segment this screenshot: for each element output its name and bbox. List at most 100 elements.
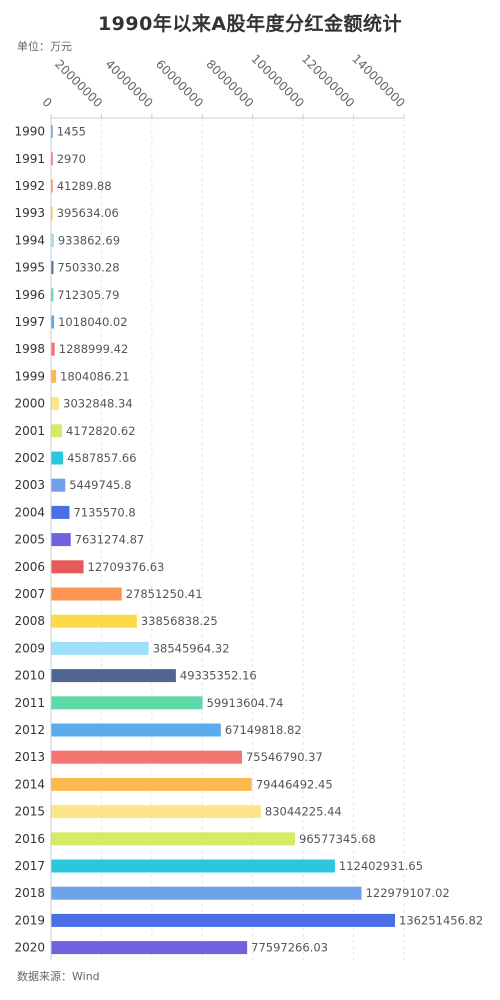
bar [51, 859, 335, 873]
bar [51, 641, 149, 655]
category-label: 2017 [14, 859, 45, 873]
data-label: 4172820.62 [66, 424, 136, 438]
x-tick-label: 0 [39, 95, 54, 110]
bar [51, 424, 63, 438]
bar [51, 886, 362, 900]
category-label: 1996 [14, 288, 45, 302]
chart-title: 1990年以来A股年度分红金额统计 [97, 13, 403, 35]
category-label: 2006 [14, 560, 45, 574]
bar [51, 505, 70, 519]
data-label: 33856838.25 [141, 614, 218, 628]
data-label: 77597266.03 [251, 941, 328, 955]
category-label: 1991 [14, 152, 45, 166]
data-label: 122979107.02 [366, 886, 450, 900]
bar [51, 233, 54, 247]
bar [51, 587, 122, 601]
bar [51, 342, 55, 356]
data-label: 12709376.63 [88, 560, 165, 574]
category-label: 2016 [14, 832, 45, 846]
category-label: 2015 [14, 805, 45, 819]
bar [51, 369, 57, 383]
bar [51, 397, 60, 411]
bar [51, 451, 64, 465]
data-label: 1455 [57, 125, 86, 139]
bar [51, 832, 296, 846]
category-label: 2003 [14, 478, 45, 492]
data-label: 75546790.37 [246, 750, 323, 764]
bar [51, 152, 53, 166]
bar [51, 913, 396, 927]
bar [51, 288, 54, 302]
data-label: 96577345.68 [299, 832, 376, 846]
bar [51, 206, 53, 220]
category-label: 2010 [14, 669, 45, 683]
data-label: 79446492.45 [256, 777, 333, 791]
category-label: 2012 [14, 723, 45, 737]
bar [51, 777, 252, 791]
source-label: 数据来源：Wind [17, 970, 100, 983]
bar [51, 941, 248, 955]
category-label: 2019 [14, 913, 45, 927]
category-label: 2020 [14, 941, 45, 955]
bar [51, 261, 54, 275]
data-label: 27851250.41 [126, 587, 203, 601]
data-label: 5449745.8 [69, 478, 131, 492]
bar [51, 723, 221, 737]
category-label: 1994 [14, 233, 45, 247]
data-label: 1804086.21 [60, 369, 130, 383]
bar [51, 179, 53, 193]
bar [51, 125, 53, 139]
x-tick-label: 100000000 [248, 52, 306, 110]
data-label: 112402931.65 [339, 859, 423, 873]
data-label: 395634.06 [57, 206, 119, 220]
data-label: 7631274.87 [75, 533, 145, 547]
data-label: 1288999.42 [59, 342, 129, 356]
category-label: 2001 [14, 424, 45, 438]
x-tick-label: 140000000 [349, 52, 407, 110]
data-label: 712305.79 [57, 288, 119, 302]
category-label: 1993 [14, 206, 45, 220]
data-label: 3032848.34 [63, 397, 133, 411]
category-label: 1990 [14, 125, 45, 139]
bar [51, 669, 176, 683]
x-tick-label: 60000000 [153, 57, 206, 110]
category-label: 2005 [14, 533, 45, 547]
category-label: 2008 [14, 614, 45, 628]
x-tick-label: 80000000 [203, 57, 256, 110]
category-label: 2013 [14, 750, 45, 764]
data-label: 4587857.66 [67, 451, 137, 465]
category-label: 2000 [14, 397, 45, 411]
bar [51, 533, 71, 547]
category-label: 2004 [14, 505, 45, 519]
x-tick-label: 40000000 [103, 57, 156, 110]
bar [51, 696, 203, 710]
category-label: 2007 [14, 587, 45, 601]
data-label: 49335352.16 [180, 669, 257, 683]
bar [51, 560, 84, 574]
data-label: 67149818.82 [225, 723, 302, 737]
category-label: 1995 [14, 261, 45, 275]
category-label: 2011 [14, 696, 45, 710]
category-label: 2018 [14, 886, 45, 900]
x-tick-label: 120000000 [299, 52, 357, 110]
data-label: 41289.88 [57, 179, 112, 193]
data-label: 750330.28 [57, 261, 119, 275]
bar [51, 315, 55, 329]
category-label: 1992 [14, 179, 45, 193]
data-label: 136251456.82 [399, 913, 483, 927]
x-tick-label: 20000000 [52, 57, 105, 110]
data-label: 933862.69 [58, 233, 120, 247]
data-label: 7135570.8 [73, 505, 135, 519]
category-label: 2002 [14, 451, 45, 465]
data-label: 38545964.32 [153, 641, 230, 655]
data-label: 2970 [57, 152, 86, 166]
bar [51, 750, 242, 764]
unit-label: 单位：万元 [17, 40, 72, 53]
category-label: 2014 [14, 777, 45, 791]
bar [51, 614, 137, 628]
data-label: 83044225.44 [265, 805, 342, 819]
category-label: 1998 [14, 342, 45, 356]
bar [51, 805, 261, 819]
category-label: 2009 [14, 641, 45, 655]
